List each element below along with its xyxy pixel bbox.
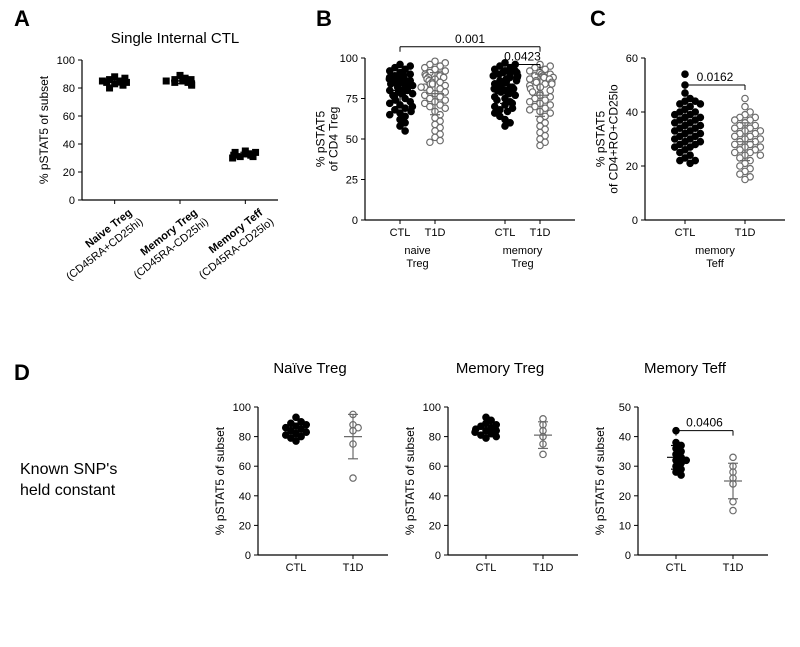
svg-text:40: 40 — [239, 491, 251, 503]
svg-text:% pSTAT5 of subset: % pSTAT5 of subset — [403, 426, 417, 535]
svg-text:CTL: CTL — [476, 562, 497, 574]
svg-text:T1D: T1D — [343, 562, 364, 574]
panel-label-a: A — [14, 6, 30, 32]
svg-text:naive: naive — [404, 245, 430, 257]
svg-text:60: 60 — [626, 53, 638, 65]
svg-text:0: 0 — [245, 550, 251, 562]
svg-text:of CD4 Treg: of CD4 Treg — [327, 107, 341, 172]
svg-text:T1D: T1D — [425, 227, 446, 239]
svg-text:60: 60 — [239, 461, 251, 473]
svg-text:0.0162: 0.0162 — [697, 70, 734, 84]
svg-text:20: 20 — [63, 167, 75, 179]
panel-d-title-2: Memory Treg — [425, 360, 575, 377]
panel-d-title-1: Naïve Treg — [235, 360, 385, 377]
svg-text:T1D: T1D — [530, 227, 551, 239]
svg-text:80: 80 — [239, 432, 251, 444]
svg-text:100: 100 — [340, 53, 358, 65]
svg-text:20: 20 — [619, 491, 631, 503]
svg-text:100: 100 — [233, 402, 251, 414]
svg-text:T1D: T1D — [533, 562, 554, 574]
svg-text:Teff: Teff — [706, 258, 724, 270]
svg-text:40: 40 — [626, 107, 638, 119]
panel-d-sidetext-line2: held constant — [20, 481, 117, 502]
svg-text:0.001: 0.001 — [455, 32, 485, 46]
svg-text:80: 80 — [429, 432, 441, 444]
svg-text:CTL: CTL — [675, 227, 696, 239]
svg-text:CTL: CTL — [286, 562, 307, 574]
svg-text:T1D: T1D — [735, 227, 756, 239]
svg-text:% pSTAT5 of subset: % pSTAT5 of subset — [37, 75, 51, 184]
svg-text:memory: memory — [503, 245, 543, 257]
panel-d-sidetext: Known SNP's held constant — [20, 460, 117, 502]
svg-text:0: 0 — [435, 550, 441, 562]
svg-text:60: 60 — [63, 111, 75, 123]
svg-text:CTL: CTL — [390, 227, 411, 239]
panel-a-chart: 020406080100% pSTAT5 of subsetNaive Treg… — [30, 40, 290, 340]
svg-text:T1D: T1D — [723, 562, 744, 574]
svg-text:60: 60 — [429, 461, 441, 473]
svg-text:25: 25 — [346, 175, 358, 187]
panel-d-chart-2: 0 20 40 60 80 100 % pSTAT5 of subset CTL T1D — [400, 385, 590, 635]
panel-label-d: D — [14, 360, 30, 386]
svg-text:Treg: Treg — [406, 258, 428, 270]
svg-text:CTL: CTL — [495, 227, 516, 239]
svg-text:20: 20 — [239, 520, 251, 532]
svg-text:0: 0 — [625, 550, 631, 562]
svg-text:Treg: Treg — [511, 258, 533, 270]
svg-text:memory: memory — [695, 245, 735, 257]
svg-text:30: 30 — [619, 461, 631, 473]
svg-text:40: 40 — [63, 139, 75, 151]
svg-text:0: 0 — [352, 215, 358, 227]
panel-b-chart: 0255075100% pSTAT5of CD4 TregCTLT1DCTLT1… — [315, 20, 585, 310]
svg-text:20: 20 — [626, 161, 638, 173]
panel-d-chart-1: 0 20 40 60 80 100 % pSTAT5 of subset CTL T1D — [210, 385, 400, 635]
svg-text:% pSTAT5 of subset: % pSTAT5 of subset — [213, 426, 227, 535]
panel-c-chart: 0204060% pSTAT5of CD4+RO+CD25loCTLT1Dmem… — [595, 20, 795, 310]
svg-text:0.0406: 0.0406 — [686, 416, 723, 430]
svg-text:80: 80 — [63, 83, 75, 95]
figure-root: A B C D Single Internal CTL 020406080100… — [0, 0, 800, 647]
svg-text:40: 40 — [429, 491, 441, 503]
svg-text:CTL: CTL — [666, 562, 687, 574]
svg-text:0: 0 — [69, 195, 75, 207]
svg-text:20: 20 — [429, 520, 441, 532]
svg-text:50: 50 — [346, 134, 358, 146]
svg-text:50: 50 — [619, 402, 631, 414]
svg-text:100: 100 — [423, 402, 441, 414]
svg-text:0: 0 — [632, 215, 638, 227]
svg-text:0.0423: 0.0423 — [504, 49, 541, 63]
svg-text:40: 40 — [619, 432, 631, 444]
svg-text:100: 100 — [57, 55, 75, 67]
svg-text:of CD4+RO+CD25lo: of CD4+RO+CD25lo — [607, 84, 621, 194]
svg-text:% pSTAT5 of subset: % pSTAT5 of subset — [593, 426, 607, 535]
panel-d-title-3: Memory Teff — [610, 360, 760, 377]
panel-d-chart-3: 0 10 20 30 40 50 % pSTAT5 of subset CTL T1D 0.040… — [590, 385, 780, 635]
svg-text:10: 10 — [619, 520, 631, 532]
panel-d-sidetext-line1: Known SNP's — [20, 460, 117, 481]
svg-text:75: 75 — [346, 94, 358, 106]
